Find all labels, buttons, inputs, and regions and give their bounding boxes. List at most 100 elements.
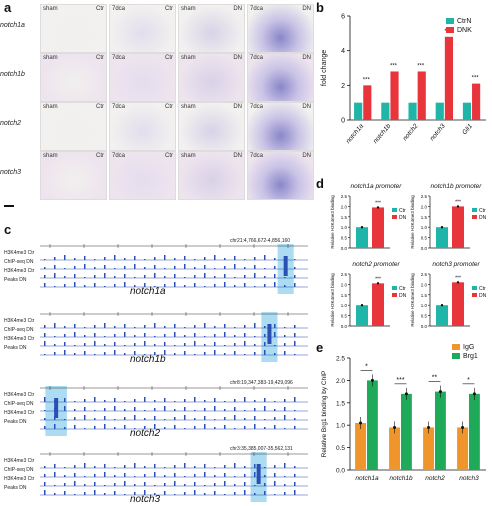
bar-igg: [355, 422, 366, 470]
signal-peak: [264, 268, 266, 269]
signal-peak: [94, 354, 96, 355]
tile-condition-label: 7dca: [112, 55, 126, 61]
promoter-bar-chart: notch3 promoter 0.0 0.5 1.0 1.5 2.0 2.5 Relativ…: [410, 261, 487, 329]
signal-peak: [224, 481, 226, 486]
bar-ctrn: [354, 102, 363, 120]
signal-peak: [164, 419, 166, 420]
y-axis-label: fold change: [321, 50, 328, 86]
panel-d-letter: d: [316, 176, 324, 191]
signal-peak: [164, 268, 166, 269]
significance-label: ***: [390, 63, 398, 69]
tile-group-label: DN: [302, 104, 311, 110]
signal-peak: [274, 465, 276, 468]
signal-peak: [184, 335, 186, 337]
data-point: [360, 304, 364, 307]
tile-group-label: DN: [302, 55, 311, 61]
signal-peak: [174, 417, 176, 420]
signal-peak: [144, 267, 146, 269]
signal-peak: [204, 323, 206, 328]
histology-tile: 7dca DN: [247, 151, 314, 200]
signal-peak: [254, 273, 256, 278]
x-tick-label: notch2: [402, 123, 420, 143]
signal-peak: [174, 494, 176, 495]
y-axis-label: Relative H3K4me3 binding: [330, 195, 335, 249]
signal-peak: [124, 274, 126, 278]
signal-peak: [244, 418, 246, 420]
signal-peak: [264, 427, 266, 429]
tile-condition-label: sham: [181, 6, 196, 12]
signal-peak: [174, 274, 176, 278]
signal-peak: [194, 259, 196, 260]
signal-peak: [184, 343, 186, 346]
signal-peak: [274, 409, 276, 411]
signal-peak: [184, 399, 186, 402]
signal-peak: [84, 256, 86, 260]
signal-peak: [294, 333, 296, 337]
signal-peak: [144, 397, 146, 402]
signal-peak: [54, 323, 56, 328]
significance-label: ***: [455, 275, 461, 281]
histology-tile: 7dca Ctr: [109, 4, 176, 53]
signal-peak: [184, 327, 186, 328]
signal-peak: [254, 336, 256, 337]
track-row-label: H3K4me3 Ctr: [4, 336, 35, 342]
signal-peak: [234, 285, 236, 287]
signal-peak: [184, 476, 186, 477]
signal-peak: [104, 408, 106, 411]
signal-peak: [224, 266, 226, 269]
signal-peak: [274, 266, 276, 269]
signal-peak: [234, 264, 236, 269]
signal-peak: [224, 324, 226, 328]
signal-peak: [224, 409, 226, 411]
signal-peak: [264, 467, 266, 468]
signal-peak: [294, 474, 296, 477]
signal-peak: [54, 336, 56, 337]
signal-peak: [64, 326, 66, 328]
signal-peak: [154, 344, 156, 346]
legend-label: DN: [399, 215, 407, 221]
signal-peak: [274, 494, 276, 495]
signal-peak: [204, 265, 206, 269]
signal-peak: [154, 472, 156, 477]
signal-peak: [254, 344, 256, 346]
signal-peak: [134, 415, 136, 420]
signal-peak: [274, 401, 276, 402]
legend-label: Ctr: [479, 286, 486, 292]
scale-bar: [4, 205, 14, 207]
signal-peak: [194, 466, 196, 468]
bar-igg: [457, 427, 468, 470]
panel-a-letter: a: [4, 0, 12, 15]
signal-peak: [124, 417, 126, 420]
signal-peak: [194, 283, 196, 287]
legend-label: Ctr: [479, 208, 486, 214]
signal-peak: [164, 491, 166, 495]
signal-peak: [164, 350, 166, 355]
signal-peak: [164, 342, 166, 346]
signal-peak: [174, 266, 176, 269]
signal-peak: [124, 332, 126, 337]
signal-peak: [54, 265, 56, 269]
tile-condition-label: sham: [181, 153, 196, 159]
y-axis-label: Relative H3K4me3 binding: [410, 195, 415, 249]
signal-peak: [124, 409, 126, 411]
signal-peak: [184, 463, 186, 468]
signal-peak: [104, 286, 106, 287]
signal-peak: [154, 416, 156, 420]
significance-label: ***: [396, 377, 404, 384]
data-point: [360, 226, 364, 229]
tile-group-label: DN: [302, 6, 311, 12]
legend-swatch: [472, 293, 477, 297]
genomic-coordinates: chr21:4,766,672-4,856,160: [230, 238, 291, 244]
tile-group-label: DN: [233, 104, 242, 110]
signal-peak: [284, 285, 286, 287]
y-tick-label: 2.0: [336, 378, 345, 385]
signal-peak: [174, 345, 176, 346]
signal-peak: [244, 267, 246, 269]
signal-peak: [114, 276, 116, 278]
signal-peak: [114, 268, 116, 269]
signal-peak: [94, 325, 96, 328]
signal-peak: [254, 408, 256, 411]
signal-peak: [64, 467, 66, 468]
signal-peak: [84, 399, 86, 402]
y-tick-label: 2.0: [421, 282, 428, 287]
